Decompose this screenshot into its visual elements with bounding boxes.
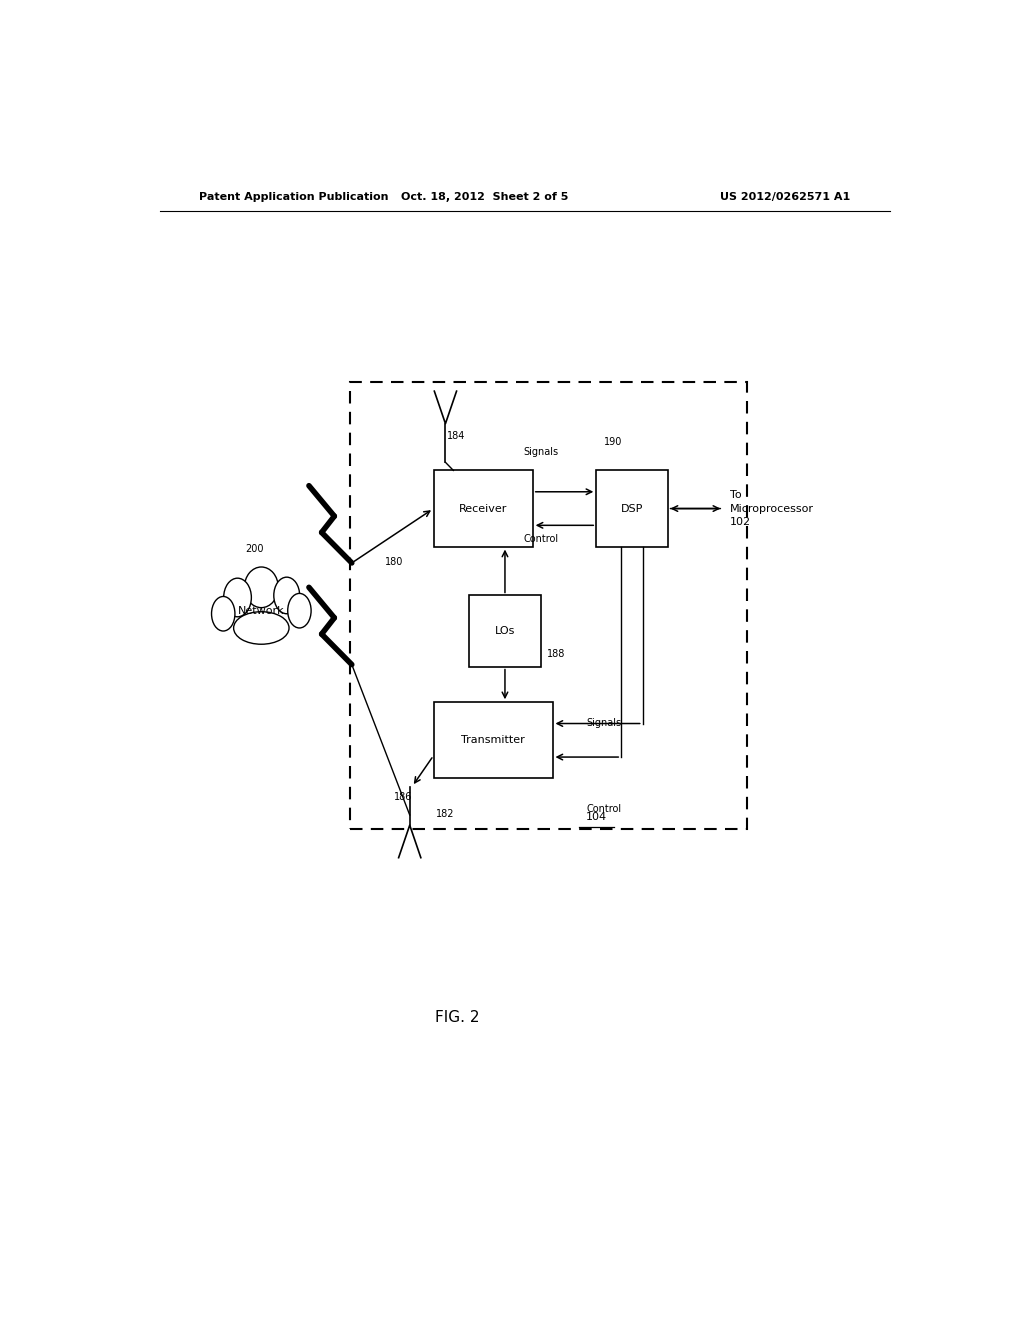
- Ellipse shape: [223, 578, 251, 616]
- Text: Control: Control: [523, 535, 558, 544]
- Text: Control: Control: [587, 804, 622, 814]
- Text: FIG. 2: FIG. 2: [435, 1010, 479, 1024]
- Text: 188: 188: [547, 649, 565, 660]
- Ellipse shape: [273, 577, 300, 614]
- Text: US 2012/0262571 A1: US 2012/0262571 A1: [720, 191, 850, 202]
- Text: Signals: Signals: [523, 447, 558, 457]
- Text: 104: 104: [586, 812, 607, 822]
- Text: 186: 186: [394, 792, 413, 801]
- FancyBboxPatch shape: [433, 470, 532, 546]
- FancyBboxPatch shape: [433, 702, 553, 779]
- Text: Oct. 18, 2012  Sheet 2 of 5: Oct. 18, 2012 Sheet 2 of 5: [401, 191, 568, 202]
- Text: 180: 180: [385, 557, 403, 566]
- Text: Signals: Signals: [587, 718, 622, 727]
- Ellipse shape: [245, 568, 279, 607]
- Text: DSP: DSP: [621, 503, 643, 513]
- Text: Patent Application Publication: Patent Application Publication: [200, 191, 389, 202]
- Text: LOs: LOs: [495, 626, 515, 636]
- Ellipse shape: [233, 611, 289, 644]
- FancyBboxPatch shape: [596, 470, 668, 546]
- FancyBboxPatch shape: [469, 595, 541, 667]
- Text: Network: Network: [238, 606, 285, 615]
- Text: 184: 184: [447, 430, 465, 441]
- Ellipse shape: [212, 597, 234, 631]
- Text: 200: 200: [246, 544, 264, 553]
- Text: 182: 182: [436, 809, 455, 818]
- Text: To
Microprocessor
102: To Microprocessor 102: [729, 490, 813, 527]
- Text: 190: 190: [604, 437, 623, 447]
- Ellipse shape: [288, 594, 311, 628]
- Text: Transmitter: Transmitter: [461, 735, 525, 746]
- Text: Receiver: Receiver: [459, 503, 507, 513]
